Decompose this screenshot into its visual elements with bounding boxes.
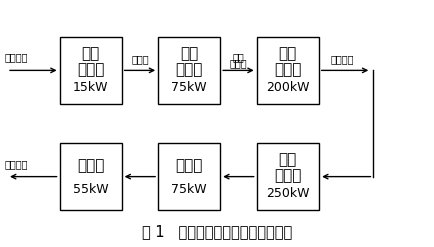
Bar (59, 37, 122, 104)
Bar (158, 37, 220, 104)
Text: 甄伸机: 甄伸机 (274, 62, 301, 77)
Text: 第二: 第二 (279, 46, 297, 61)
Text: 蒸汽预热: 蒸汽预热 (330, 54, 354, 64)
Text: 甄伸机: 甄伸机 (274, 168, 301, 183)
Text: 甄伸机: 甄伸机 (175, 62, 203, 77)
Text: 第三: 第三 (279, 152, 297, 167)
Text: 图 1   涂纶短丝甄伸联合机生产流程: 图 1 涂纶短丝甄伸联合机生产流程 (142, 224, 292, 239)
Text: 浸油槽: 浸油槽 (131, 54, 149, 64)
Text: 第一: 第一 (180, 46, 198, 61)
Text: 成型丝束: 成型丝束 (5, 159, 28, 169)
Text: 75kW: 75kW (171, 183, 207, 196)
Text: 卷曲机: 卷曲机 (77, 158, 104, 173)
Bar (256, 37, 319, 104)
Bar (59, 143, 122, 210)
Text: 八辊: 八辊 (82, 46, 100, 61)
Text: 化纤放束: 化纤放束 (5, 52, 28, 62)
Bar (256, 143, 319, 210)
Text: 叠丝机: 叠丝机 (175, 158, 203, 173)
Text: 75kW: 75kW (171, 81, 207, 94)
Text: 250kW: 250kW (266, 187, 309, 200)
Text: 牵伸槽: 牵伸槽 (230, 59, 247, 68)
Text: 15kW: 15kW (73, 81, 108, 94)
Text: 200kW: 200kW (266, 81, 309, 94)
Bar (158, 143, 220, 210)
Text: 水浴: 水浴 (233, 52, 244, 62)
Text: 导丝机: 导丝机 (77, 62, 104, 77)
Text: 55kW: 55kW (73, 183, 108, 196)
